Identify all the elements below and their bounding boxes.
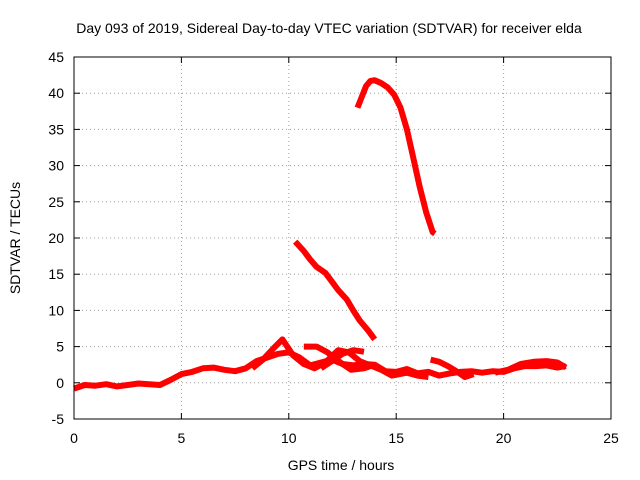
series-line-short-arc-a [303, 343, 376, 373]
series-line-low-band [73, 349, 567, 392]
x-tick-label: 25 [603, 430, 619, 446]
x-tick-label: 10 [281, 430, 297, 446]
y-tick-label: 40 [48, 85, 64, 101]
y-tick-label: 35 [48, 121, 64, 137]
x-tick-label: 15 [388, 430, 404, 446]
x-tick-label: 20 [496, 430, 512, 446]
chart-title: Day 093 of 2019, Sidereal Day-to-day VTE… [76, 20, 582, 36]
series-line-short-arc-b [319, 347, 365, 371]
y-tick-label: 0 [56, 375, 64, 391]
series-line-mid-arc [292, 239, 378, 342]
y-tick-label: 25 [48, 194, 64, 210]
x-tick-label: 0 [70, 430, 78, 446]
grid-layer [74, 57, 611, 419]
y-tick-label: 30 [48, 158, 64, 174]
y-tick-label: 5 [56, 339, 64, 355]
series-line-short-arc-d [494, 358, 568, 376]
y-tick-label: 15 [48, 266, 64, 282]
x-axis-label: GPS time / hours [288, 457, 395, 473]
y-tick-label: 10 [48, 302, 64, 318]
x-tick-label: 5 [178, 430, 186, 446]
tick-layer: 0 5 10 15 20 25 -5 0 5 10 15 20 25 30 35 40 45 [48, 49, 619, 446]
series-line-high-arc [354, 77, 437, 237]
y-tick-label: 20 [48, 230, 64, 246]
y-tick-label: 45 [48, 49, 64, 65]
y-axis-label: SDTVAR / TECUs [7, 182, 23, 294]
y-tick-label: -5 [52, 411, 65, 427]
series-line-low-band-2 [250, 336, 429, 380]
data-layer [73, 77, 568, 392]
series-line-short-arc-c [429, 356, 475, 380]
